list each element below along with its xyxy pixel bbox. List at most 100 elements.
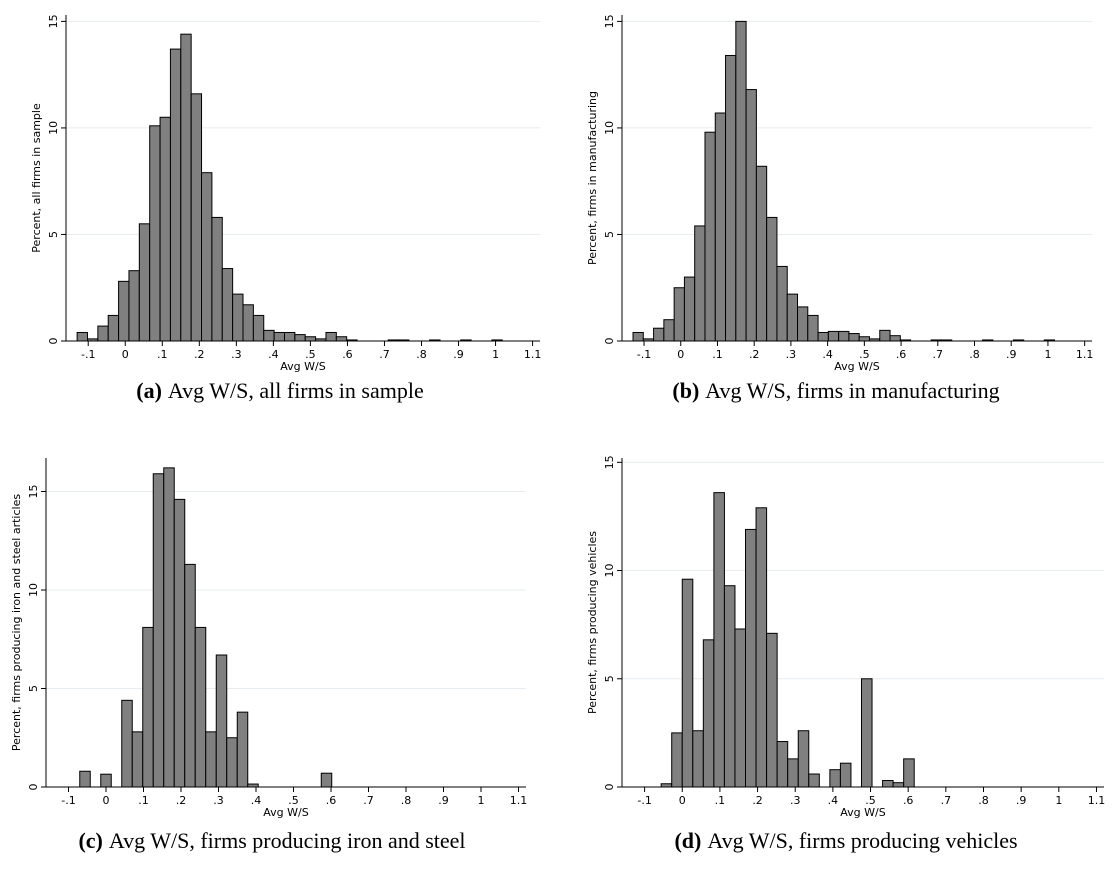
- bar: [714, 112, 727, 342]
- x-axis-label: Avg W/S: [834, 360, 879, 373]
- y-axis-label: Percent, firms in manufacturing: [586, 91, 599, 265]
- bar: [892, 782, 905, 788]
- bar: [215, 654, 228, 788]
- bar: [755, 507, 768, 788]
- x-tick-label: 0: [122, 348, 129, 361]
- x-tick-label: .4: [822, 348, 833, 361]
- x-tick-label: .7: [379, 348, 390, 361]
- bar: [882, 780, 894, 788]
- caption-label: (b): [672, 378, 699, 403]
- bar: [827, 330, 840, 342]
- x-tick-label: .4: [268, 348, 279, 361]
- x-tick-label: .9: [438, 794, 449, 807]
- x-tick-label: .5: [859, 348, 870, 361]
- bar: [817, 331, 829, 342]
- x-axis-label: Avg W/S: [840, 806, 885, 819]
- x-tick-label: .5: [865, 794, 876, 807]
- bar: [138, 223, 151, 342]
- y-tick-label: 15: [47, 14, 60, 28]
- y-tick-label: 5: [603, 675, 616, 682]
- bar: [673, 287, 685, 342]
- x-tick-label: -.1: [637, 348, 651, 361]
- y-axis-label: Percent, firms producing iron and steel …: [10, 494, 23, 751]
- x-tick-label: 1: [492, 348, 499, 361]
- bar: [252, 314, 265, 342]
- bar: [653, 327, 665, 342]
- x-tick-label: .2: [176, 794, 187, 807]
- bar: [860, 678, 873, 788]
- y-tick-label: 15: [603, 14, 616, 28]
- x-tick-label: .4: [251, 794, 262, 807]
- x-tick-label: .5: [288, 794, 299, 807]
- bar: [107, 314, 120, 342]
- bar: [97, 325, 109, 342]
- y-tick-label: 0: [27, 784, 40, 791]
- caption: (c) Avg W/S, firms producing iron and ste…: [78, 828, 465, 853]
- bar: [205, 731, 217, 788]
- bar: [671, 732, 683, 788]
- bar: [226, 737, 238, 788]
- bar: [335, 336, 348, 342]
- bar: [263, 329, 275, 342]
- bar: [173, 498, 186, 788]
- x-tick-label: .3: [786, 348, 797, 361]
- bar: [702, 639, 715, 788]
- caption: (d) Avg W/S, firms producing vehicles: [674, 828, 1017, 853]
- bar: [325, 331, 337, 342]
- bar: [180, 33, 192, 342]
- caption-text: Avg W/S, firms in manufacturing: [705, 378, 999, 403]
- bar: [663, 319, 675, 342]
- caption: (b) Avg W/S, firms in manufacturing: [672, 378, 999, 403]
- bar: [273, 331, 285, 342]
- y-tick-label: 10: [603, 564, 616, 578]
- bar: [159, 116, 171, 342]
- x-tick-label: .7: [363, 794, 374, 807]
- y-tick-label: 5: [47, 231, 60, 238]
- x-tick-label: .9: [453, 348, 464, 361]
- bar: [776, 741, 789, 788]
- x-tick-label: .7: [941, 794, 952, 807]
- y-axis-label: Percent, all firms in sample: [30, 103, 43, 253]
- x-tick-label: 1.1: [510, 794, 528, 807]
- y-tick-label: 15: [603, 455, 616, 469]
- x-tick-label: .2: [749, 348, 760, 361]
- x-tick-label: 1.1: [1088, 794, 1106, 807]
- bar: [79, 770, 91, 788]
- bar: [121, 699, 133, 788]
- x-tick-label: -.1: [637, 794, 651, 807]
- bar: [903, 758, 915, 788]
- y-tick-label: 10: [47, 121, 60, 135]
- caption-text: Avg W/S, firms producing vehicles: [707, 828, 1017, 853]
- x-tick-label: .6: [903, 794, 914, 807]
- x-tick-label: .9: [1016, 794, 1027, 807]
- x-tick-label: .9: [1006, 348, 1017, 361]
- bar: [100, 773, 112, 788]
- x-tick-label: .8: [401, 794, 412, 807]
- bar: [734, 628, 747, 788]
- bar: [797, 306, 809, 342]
- bar: [786, 293, 799, 342]
- x-axis-label: Avg W/S: [263, 806, 308, 819]
- x-tick-label: .1: [715, 794, 726, 807]
- bar: [201, 172, 213, 342]
- bar: [879, 329, 891, 342]
- y-tick-label: 0: [603, 338, 616, 345]
- x-tick-label: 1.1: [524, 348, 542, 361]
- x-tick-label: 0: [679, 794, 686, 807]
- bar: [766, 216, 778, 342]
- bar: [704, 131, 716, 342]
- caption-label: (d): [674, 828, 701, 853]
- x-tick-label: 0: [677, 348, 684, 361]
- bar: [294, 334, 306, 342]
- y-tick-label: 0: [47, 338, 60, 345]
- bar: [232, 293, 244, 342]
- bar: [694, 225, 706, 342]
- bar: [889, 335, 901, 342]
- y-tick-label: 10: [603, 121, 616, 135]
- bar: [797, 730, 810, 788]
- bar: [723, 585, 736, 788]
- bar: [829, 769, 841, 788]
- caption-label: (c): [78, 828, 102, 853]
- bar: [725, 54, 737, 342]
